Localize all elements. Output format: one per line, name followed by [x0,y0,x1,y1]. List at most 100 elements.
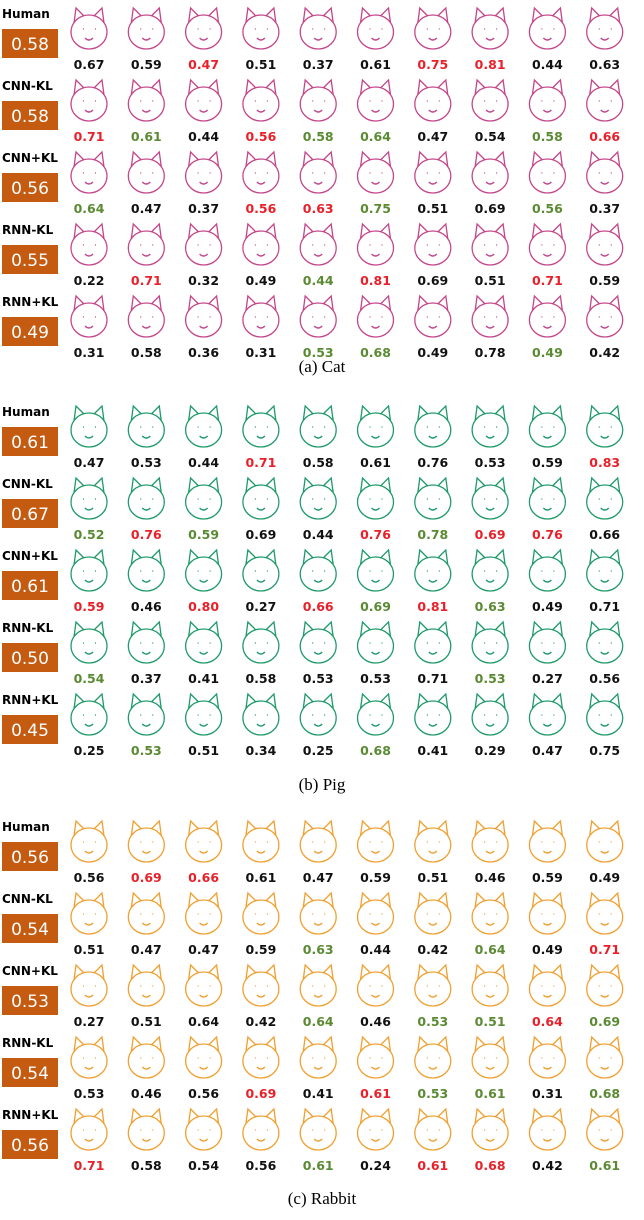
sketch [472,478,508,519]
sketch [358,478,394,519]
sketch-face [255,571,268,582]
sketch-face [370,29,383,40]
sketch-head [529,1044,565,1078]
cell-score: 0.58 [303,455,334,470]
sketch-head [128,413,164,447]
sketch-head [186,413,222,447]
cell-score: 0.44 [303,527,334,542]
sketch-face [484,29,497,40]
cell-score: 0.32 [188,273,219,288]
sketch [186,965,222,1006]
sketch-face [198,715,211,726]
sketch [472,821,508,862]
cell-score: 0.61 [360,1086,391,1101]
sketch-head [472,1116,508,1150]
sketch-face [255,499,268,510]
sketch [128,1109,164,1150]
sketch-head [358,413,394,447]
cell-score: 0.37 [589,201,620,216]
sketch-head [300,413,336,447]
sketch-head [186,303,222,337]
sketch [128,622,164,663]
cell-score: 0.27 [245,599,276,614]
cell-score: 0.81 [475,57,506,72]
cell-score: 0.59 [74,599,105,614]
sketch-head [472,303,508,337]
sketch [128,406,164,447]
sketch-face [599,1130,612,1141]
sketch-head [300,557,336,591]
cell-score: 0.51 [417,201,448,216]
sketch-face [140,1130,153,1141]
sketch-head [358,303,394,337]
sketch-head [243,701,279,735]
cell-score: 0.71 [589,942,620,957]
sketch-head [587,1044,623,1078]
sketch [472,622,508,663]
row-score: 0.61 [11,577,49,597]
cell-score: 0.58 [245,671,276,686]
sketch-head [71,1044,107,1078]
sketch-face [312,245,325,256]
sketch [415,296,451,337]
sketch [529,1037,565,1078]
sketch-head [358,231,394,265]
cell-score: 0.47 [303,870,334,885]
sketch-head [243,159,279,193]
cell-score: 0.53 [74,1086,105,1101]
sketch-head [243,900,279,934]
sketch-face [255,427,268,438]
sketch [587,296,623,337]
sketch-face [312,1058,325,1069]
sketch [186,1109,222,1150]
sketch-head [128,1044,164,1078]
sketch-face [83,914,96,925]
cell-score: 0.37 [303,57,334,72]
cell-score: 0.56 [188,1086,219,1101]
cell-score: 0.42 [589,345,620,360]
sketch-face [427,173,440,184]
sketch [415,965,451,1006]
row-label: RNN+KL [2,1108,59,1122]
sketch-face [255,1058,268,1069]
sketch-head [415,303,451,337]
cell-score: 0.59 [360,870,391,885]
sketch-face [484,427,497,438]
sketch-head [529,413,565,447]
cell-score: 0.31 [245,345,276,360]
sketch-head [472,557,508,591]
sketch [243,622,279,663]
sketch [358,80,394,121]
sketch-head [300,303,336,337]
sketch [587,893,623,934]
cell-score: 0.59 [245,942,276,957]
cell-score: 0.56 [245,201,276,216]
cell-score: 0.64 [188,1014,219,1029]
sketch [472,296,508,337]
sketch-face [484,842,497,853]
sketch [300,224,336,265]
sketch-face [484,317,497,328]
sketch-face [427,499,440,510]
sketch [243,1037,279,1078]
sketch [358,1109,394,1150]
sketch [587,965,623,1006]
sketch-face [83,715,96,726]
sketch [128,1037,164,1078]
cell-score: 0.44 [188,455,219,470]
sketch-face [541,571,554,582]
sketch-head [358,1044,394,1078]
row-score: 0.58 [11,107,49,127]
sketch-face [140,317,153,328]
sketch [71,406,107,447]
sketch-head [71,828,107,862]
cell-score: 0.51 [188,743,219,758]
sketch [243,821,279,862]
sketch [415,550,451,591]
sketch [71,1037,107,1078]
sketch [186,550,222,591]
cell-score: 0.76 [131,527,162,542]
sketch [71,80,107,121]
sketch-head [300,1044,336,1078]
cell-score: 0.47 [532,743,563,758]
